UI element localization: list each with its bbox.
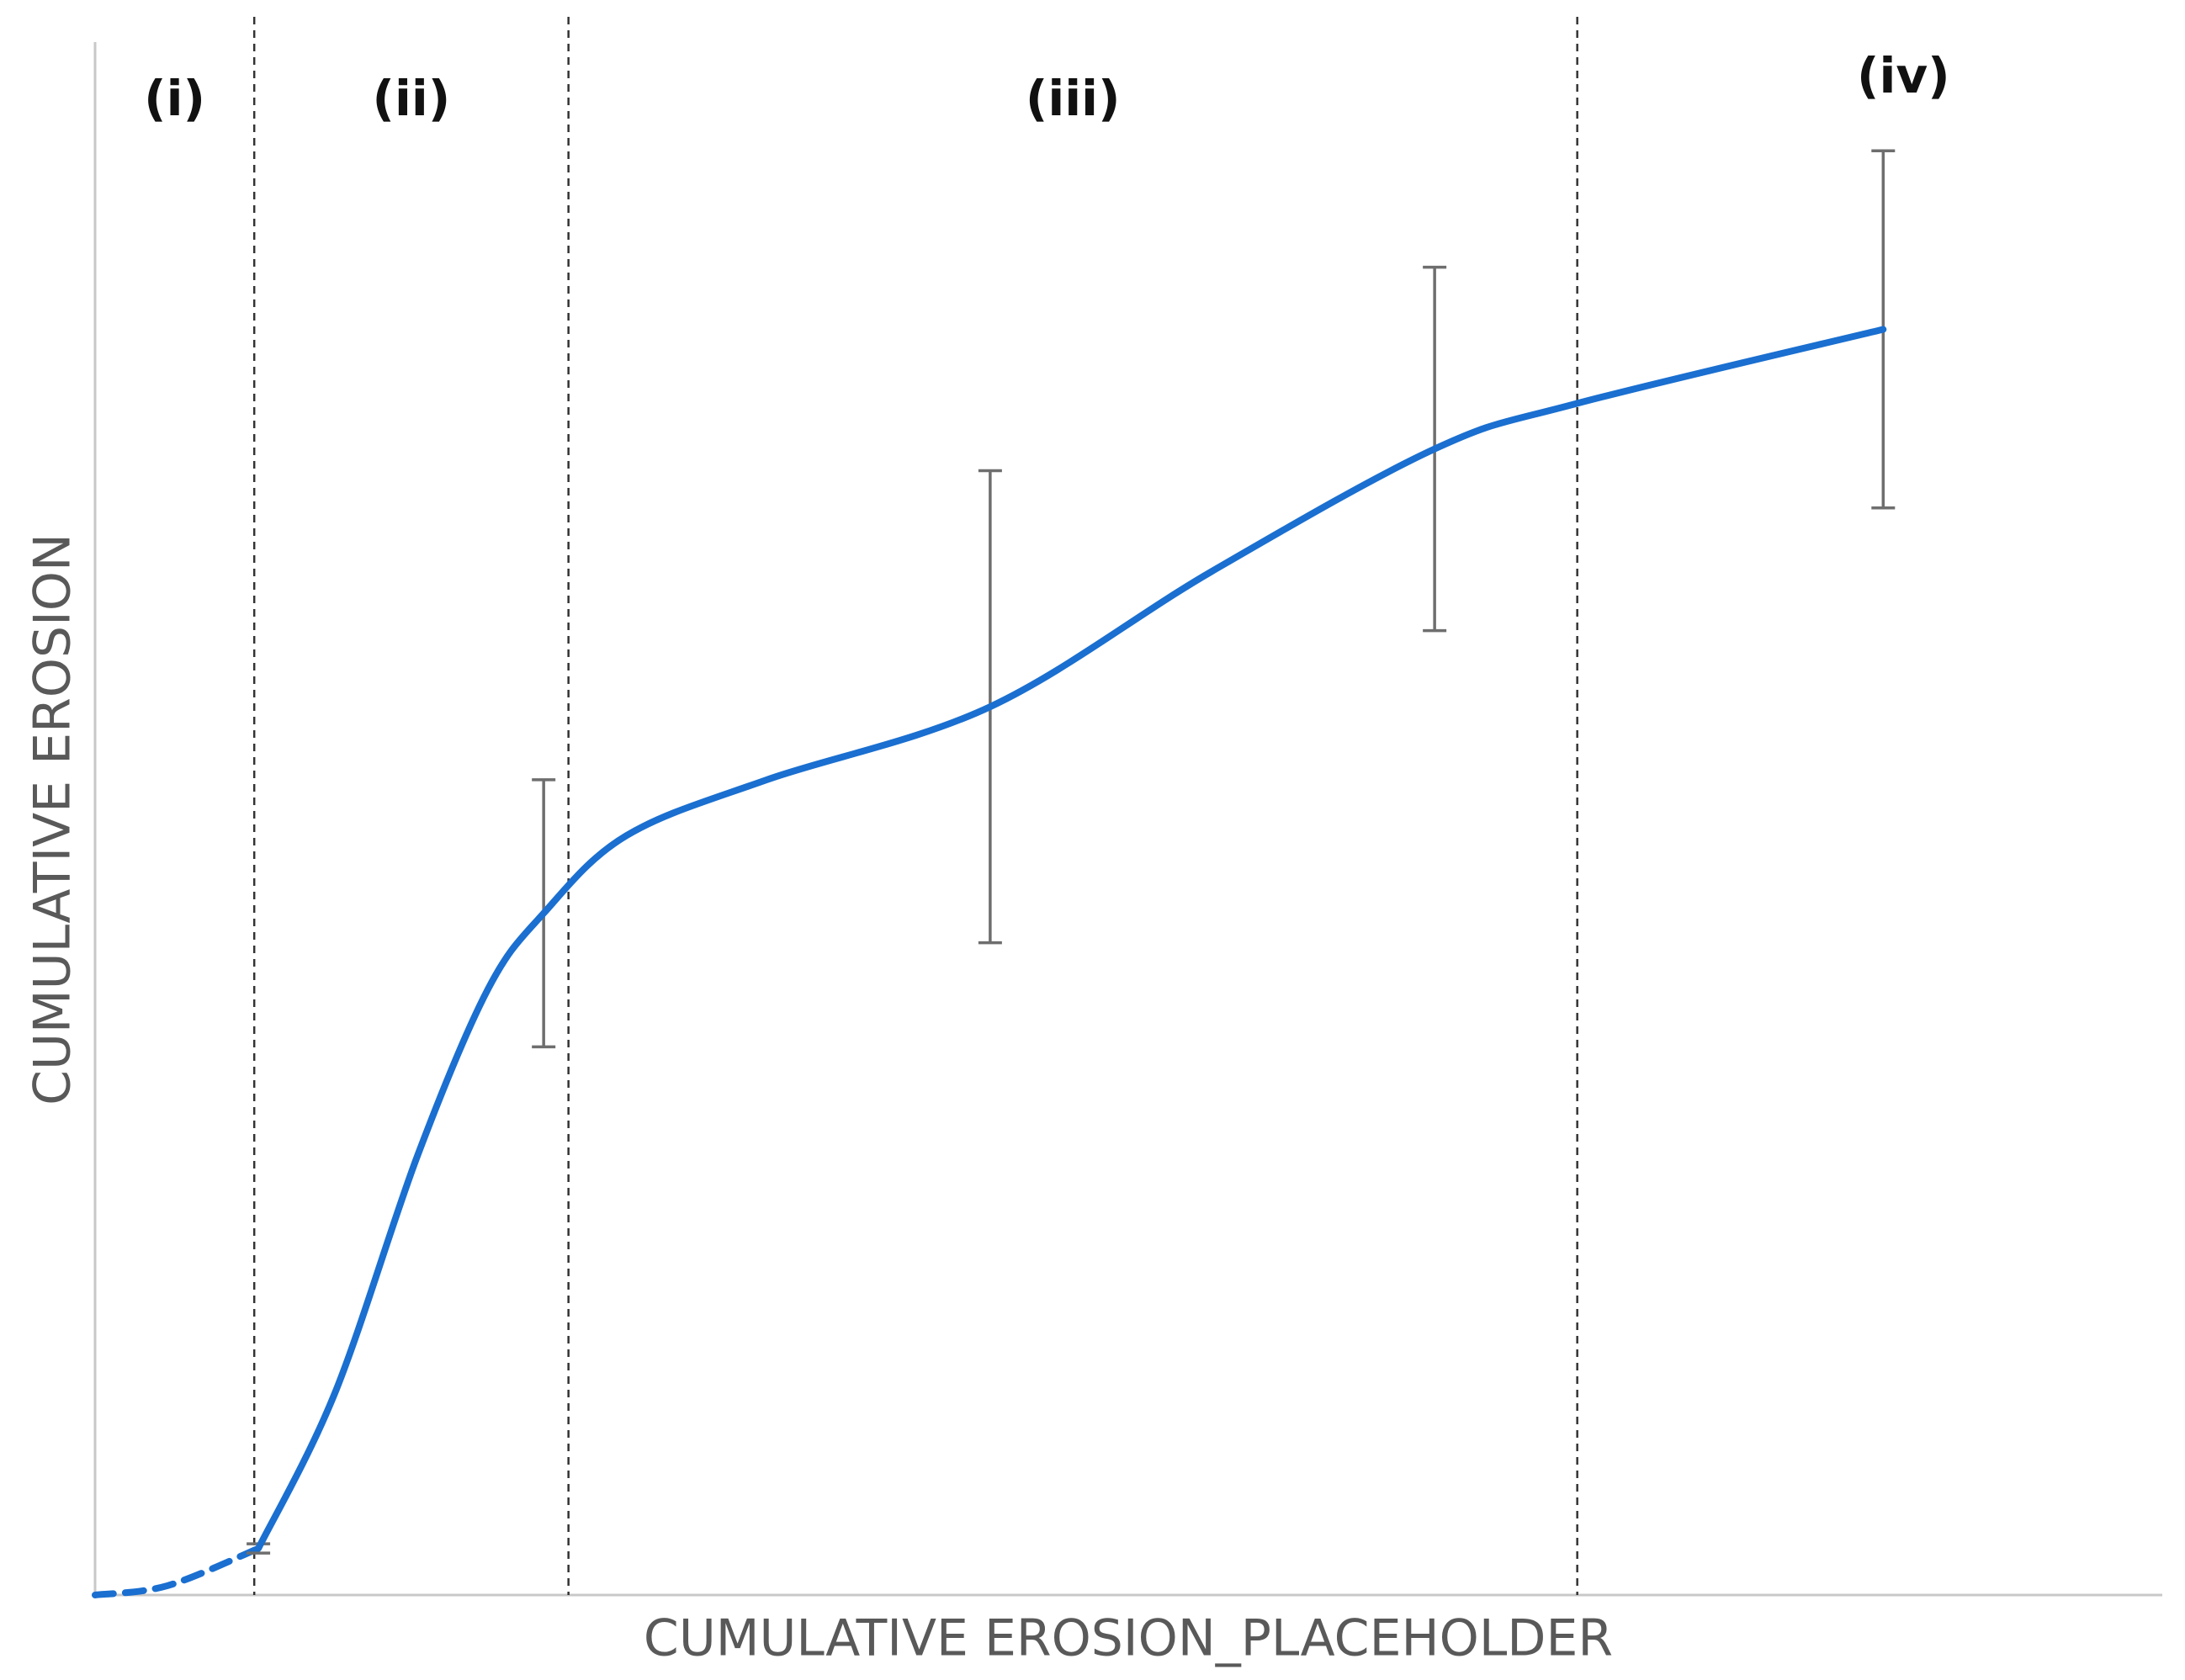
- curve: [92, 1545, 263, 1598]
- curve: [255, 326, 1887, 1552]
- region-label: (i): [144, 70, 205, 127]
- region-label: (iv): [1857, 47, 1950, 104]
- region-label: (ii): [373, 70, 451, 127]
- x-axis-label: CUMULATIVE EROSION_PLACEHOLDER: [644, 1609, 1613, 1668]
- region-label: (iii): [1026, 70, 1121, 127]
- y-axis-label: CUMULATIVE EROSION: [24, 533, 82, 1105]
